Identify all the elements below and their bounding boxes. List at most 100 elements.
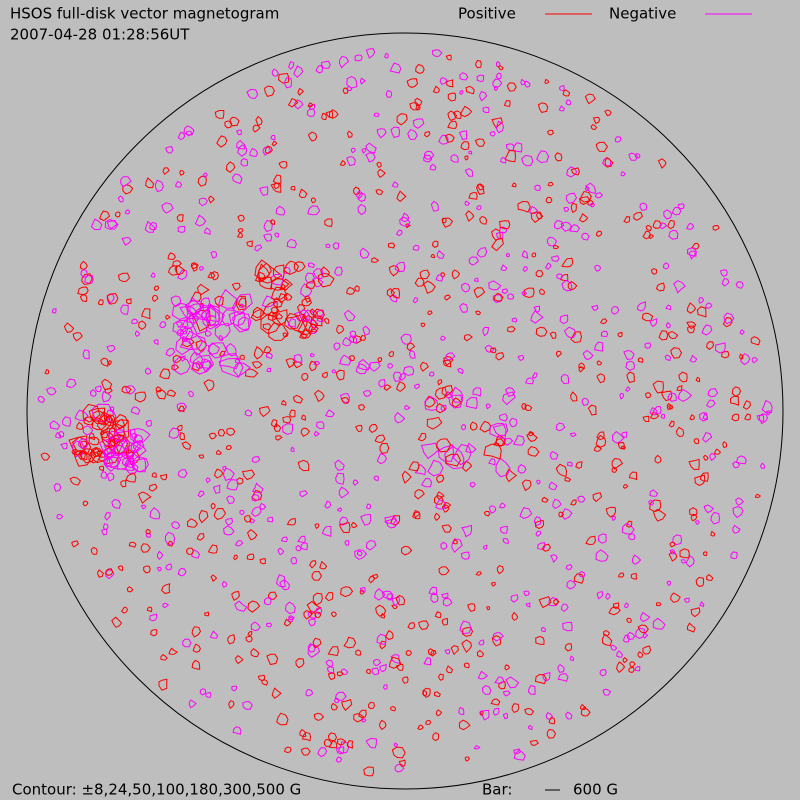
contour xyxy=(469,481,476,488)
contour xyxy=(108,435,129,455)
contour xyxy=(197,490,205,498)
contour xyxy=(251,361,263,369)
contour xyxy=(493,85,499,92)
contour xyxy=(250,308,262,322)
contour xyxy=(541,496,549,503)
contour xyxy=(468,192,478,200)
contour xyxy=(207,342,227,359)
contour xyxy=(89,389,97,397)
contour xyxy=(336,746,345,755)
contour xyxy=(463,334,473,342)
contour xyxy=(404,404,411,411)
contour xyxy=(365,540,377,551)
contour xyxy=(722,317,733,328)
contour xyxy=(754,493,762,499)
contour xyxy=(197,175,207,187)
contour xyxy=(475,310,482,315)
contour xyxy=(396,381,406,392)
contour xyxy=(529,739,540,747)
contour xyxy=(338,521,351,533)
contour xyxy=(162,602,170,609)
contour xyxy=(365,142,377,154)
contour xyxy=(79,440,89,450)
contour xyxy=(517,200,531,213)
contour xyxy=(377,357,383,363)
contour xyxy=(570,202,577,214)
contour xyxy=(686,321,697,329)
contour xyxy=(117,454,135,472)
contour xyxy=(437,379,443,386)
contour xyxy=(621,431,628,438)
contour xyxy=(129,428,151,444)
contour xyxy=(246,240,253,247)
contour xyxy=(465,210,475,222)
contour xyxy=(358,404,366,411)
contour xyxy=(441,385,454,398)
contour xyxy=(165,314,172,320)
contour xyxy=(496,565,504,575)
contour xyxy=(121,237,132,246)
contour xyxy=(501,288,509,294)
contour xyxy=(376,452,388,465)
contour xyxy=(463,662,470,669)
contour xyxy=(283,260,300,275)
contour xyxy=(475,183,485,195)
contour xyxy=(327,732,338,742)
contour xyxy=(124,209,131,215)
contour xyxy=(177,567,187,577)
contour xyxy=(175,321,184,329)
contour xyxy=(665,321,671,329)
contour xyxy=(376,633,387,645)
contour xyxy=(450,154,459,163)
contour xyxy=(401,212,410,223)
contour xyxy=(610,644,618,651)
contour xyxy=(241,469,256,481)
contour xyxy=(488,280,502,291)
contour xyxy=(499,226,508,234)
contour xyxy=(499,525,508,534)
contour xyxy=(313,712,325,721)
contour xyxy=(511,182,517,188)
contour xyxy=(596,360,603,366)
contour xyxy=(389,62,402,74)
contour xyxy=(504,149,517,163)
contour xyxy=(521,154,534,167)
contour xyxy=(368,701,376,710)
contour xyxy=(144,220,156,233)
contour xyxy=(422,690,428,697)
contour xyxy=(174,264,186,276)
contour xyxy=(279,579,291,591)
contour xyxy=(71,448,77,456)
contour xyxy=(314,612,322,619)
contour xyxy=(461,626,474,637)
contour xyxy=(228,700,235,710)
contour xyxy=(106,293,115,305)
contour xyxy=(312,268,324,280)
contour xyxy=(321,371,329,379)
bar-label: Bar: xyxy=(482,781,512,799)
contour xyxy=(388,351,395,358)
contour xyxy=(507,293,515,300)
contour xyxy=(103,444,115,454)
contour xyxy=(395,229,403,237)
contour xyxy=(356,190,363,200)
contour xyxy=(307,323,319,333)
contour xyxy=(483,544,488,551)
contour xyxy=(530,211,544,223)
contour xyxy=(340,397,350,404)
contour xyxy=(418,620,429,631)
contour xyxy=(540,626,546,633)
contour xyxy=(359,587,366,593)
contour xyxy=(425,720,432,726)
contour xyxy=(80,269,88,278)
contour xyxy=(696,306,707,318)
contour xyxy=(44,369,50,375)
contour xyxy=(198,509,209,524)
contour xyxy=(559,314,569,325)
contour xyxy=(335,756,343,763)
contour xyxy=(111,418,126,432)
contour xyxy=(154,179,164,193)
contour xyxy=(88,407,106,425)
contour xyxy=(435,499,447,510)
contour xyxy=(244,409,253,417)
